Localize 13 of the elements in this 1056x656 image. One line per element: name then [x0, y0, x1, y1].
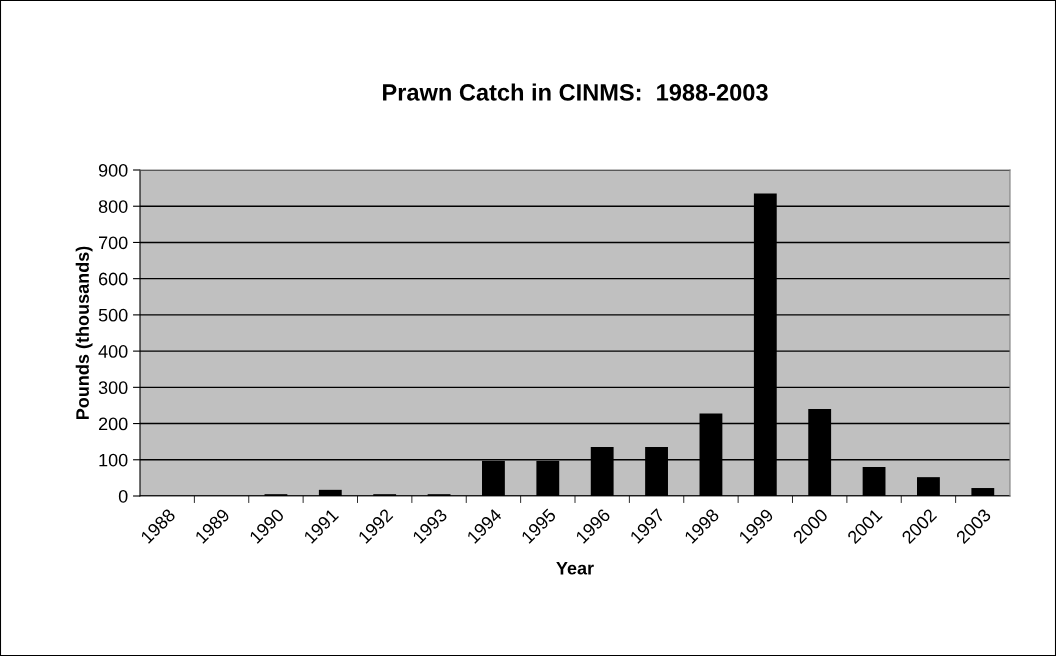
y-tick-label: 700 [99, 236, 128, 250]
y-tick-label: 500 [98, 308, 128, 322]
y-axis-title: Pounds (thousands) [75, 246, 93, 420]
y-tick-label: 0 [118, 489, 128, 503]
y-tick-label: 600 [98, 272, 128, 286]
y-tick-label: 100 [99, 453, 128, 467]
y-tick-label: 300 [98, 381, 128, 395]
y-tick-label: 900 [98, 163, 128, 177]
y-tick-label: 800 [98, 200, 128, 213]
y-tick-label: 400 [98, 345, 128, 358]
x-axis-title: Year [556, 561, 594, 575]
y-tick-label: 200 [98, 417, 128, 431]
chart-title: Prawn Catch in CINMS: 1988-2003 [383, 83, 768, 101]
